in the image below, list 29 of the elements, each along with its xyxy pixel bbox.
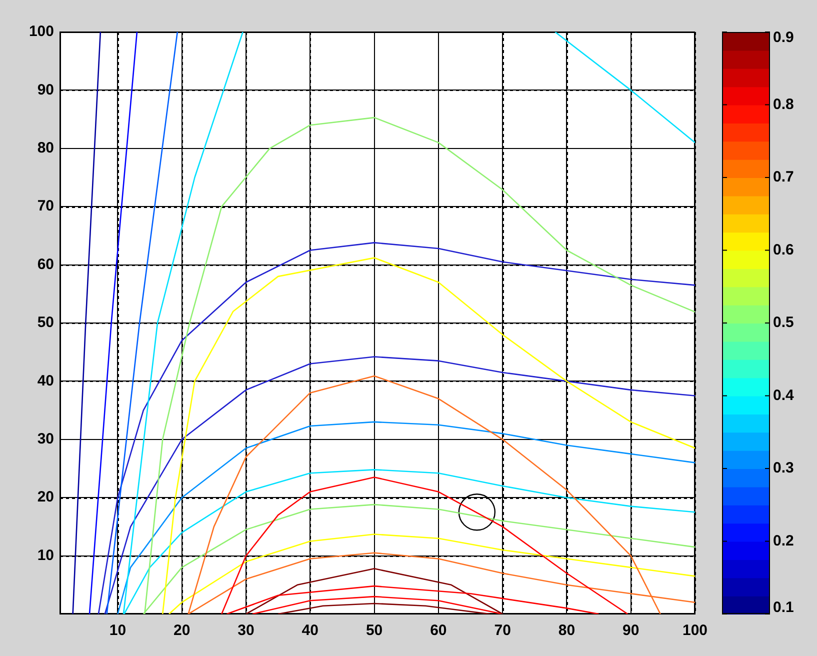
y-tick-label: 70 <box>37 198 54 215</box>
color-bar-label: 0.3 <box>773 460 794 477</box>
y-tick-label: 80 <box>37 140 54 157</box>
color-bar-label: 0.6 <box>773 241 794 258</box>
color-bar-label: 0.1 <box>773 599 794 616</box>
x-tick-label: 80 <box>558 622 576 640</box>
x-tick-label: 50 <box>366 622 383 640</box>
color-bar-label: 0.9 <box>773 29 794 46</box>
y-tick-label: 10 <box>37 546 54 564</box>
y-tick-label: 60 <box>37 256 54 273</box>
x-tick-label: 10 <box>109 622 126 640</box>
color-bar-label: 0.5 <box>773 314 794 332</box>
y-tick-label: 100 <box>28 23 54 40</box>
x-tick-label: 100 <box>682 622 708 640</box>
x-tick-label: 70 <box>494 622 511 640</box>
x-tick-label: 40 <box>302 622 318 640</box>
y-tick-label: 90 <box>37 81 54 98</box>
x-tick-label: 20 <box>174 622 190 640</box>
color-bar-label: 0.8 <box>773 96 794 113</box>
x-tick-label: 30 <box>238 622 254 640</box>
color-bar-label: 0.4 <box>773 386 795 404</box>
x-tick-label: 90 <box>622 622 640 640</box>
y-tick-label: 30 <box>37 430 54 448</box>
y-tick-label: 20 <box>37 488 54 506</box>
y-tick-label: 50 <box>37 314 54 332</box>
x-tick-label: 60 <box>430 622 447 640</box>
color-bar-label: 0.7 <box>773 168 794 186</box>
y-tick-label: 40 <box>37 372 54 390</box>
color-bar-label: 0.2 <box>773 532 794 550</box>
